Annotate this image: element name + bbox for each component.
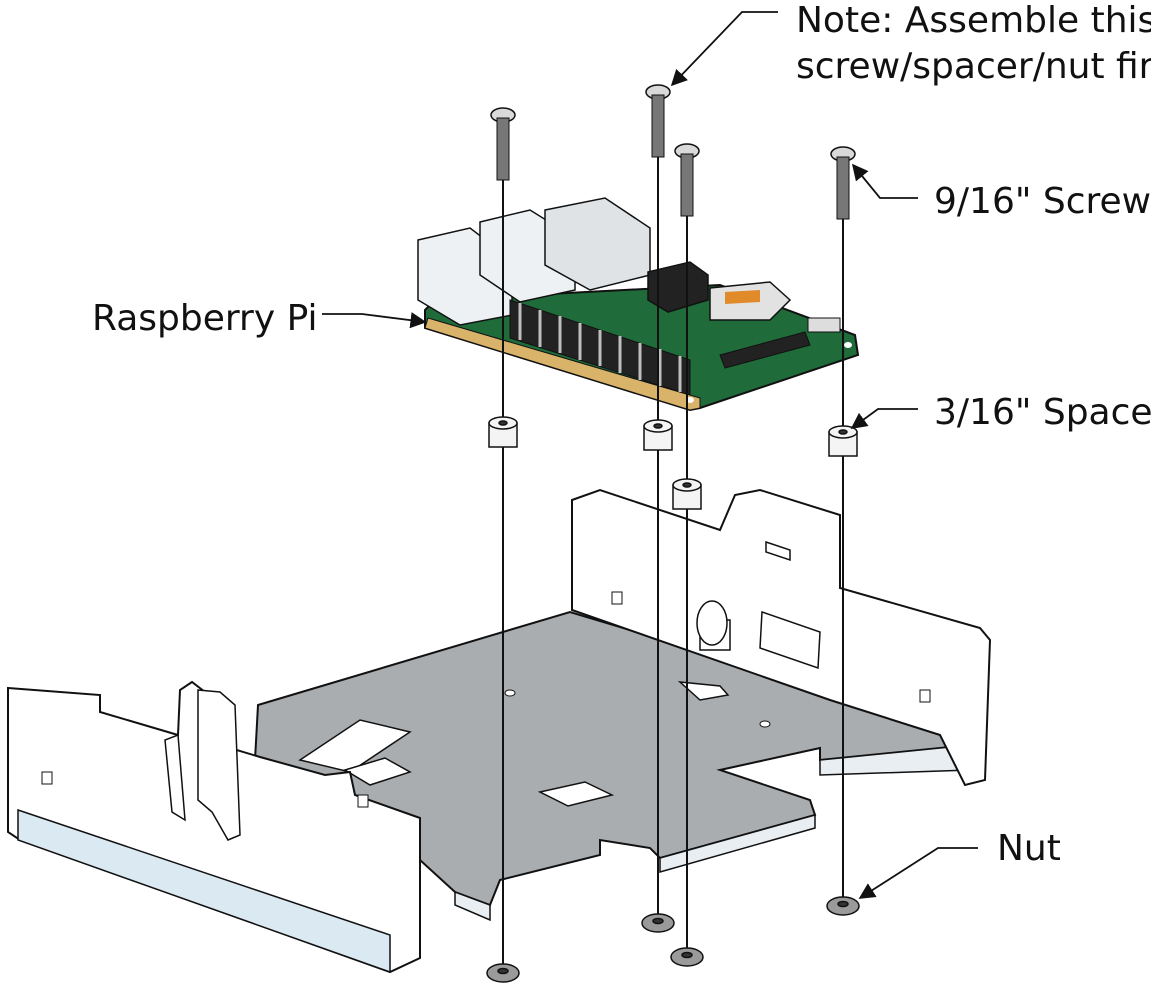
nut-leader	[858, 847, 978, 899]
nut	[486, 963, 520, 983]
leader-lines	[322, 11, 978, 899]
spacer	[828, 425, 858, 457]
note-label-line-1: Note: Assemble this	[796, 0, 1151, 41]
note-leader	[670, 11, 778, 87]
assembly-axis-lines	[502, 155, 844, 965]
raspberry-pi-leader	[322, 312, 427, 329]
screws	[490, 84, 856, 220]
screw	[645, 84, 671, 158]
spacer	[488, 416, 518, 448]
right-acrylic-panel	[571, 488, 992, 787]
screw-leader	[851, 163, 918, 199]
screw	[490, 107, 516, 181]
spacers	[488, 416, 858, 510]
nut	[826, 896, 860, 916]
nut	[670, 947, 704, 967]
spacer-label: 3/16" Spacer	[934, 392, 1151, 433]
nuts	[486, 896, 860, 983]
spacer-leader	[850, 408, 918, 429]
left-acrylic-panel	[7, 680, 421, 974]
nut-label: Nut	[997, 828, 1061, 869]
gpio-header	[509, 299, 691, 396]
screw-label: 9/16" Screw	[934, 181, 1151, 222]
raspberry-pi-board	[417, 197, 860, 412]
screw	[674, 143, 700, 217]
note-label-line-2: screw/spacer/nut first.	[796, 46, 1151, 87]
nut	[641, 913, 675, 933]
spacer	[672, 478, 702, 510]
raspberry-pi-label: Raspberry Pi	[92, 298, 318, 339]
screw	[830, 146, 856, 220]
spacer	[643, 419, 673, 451]
